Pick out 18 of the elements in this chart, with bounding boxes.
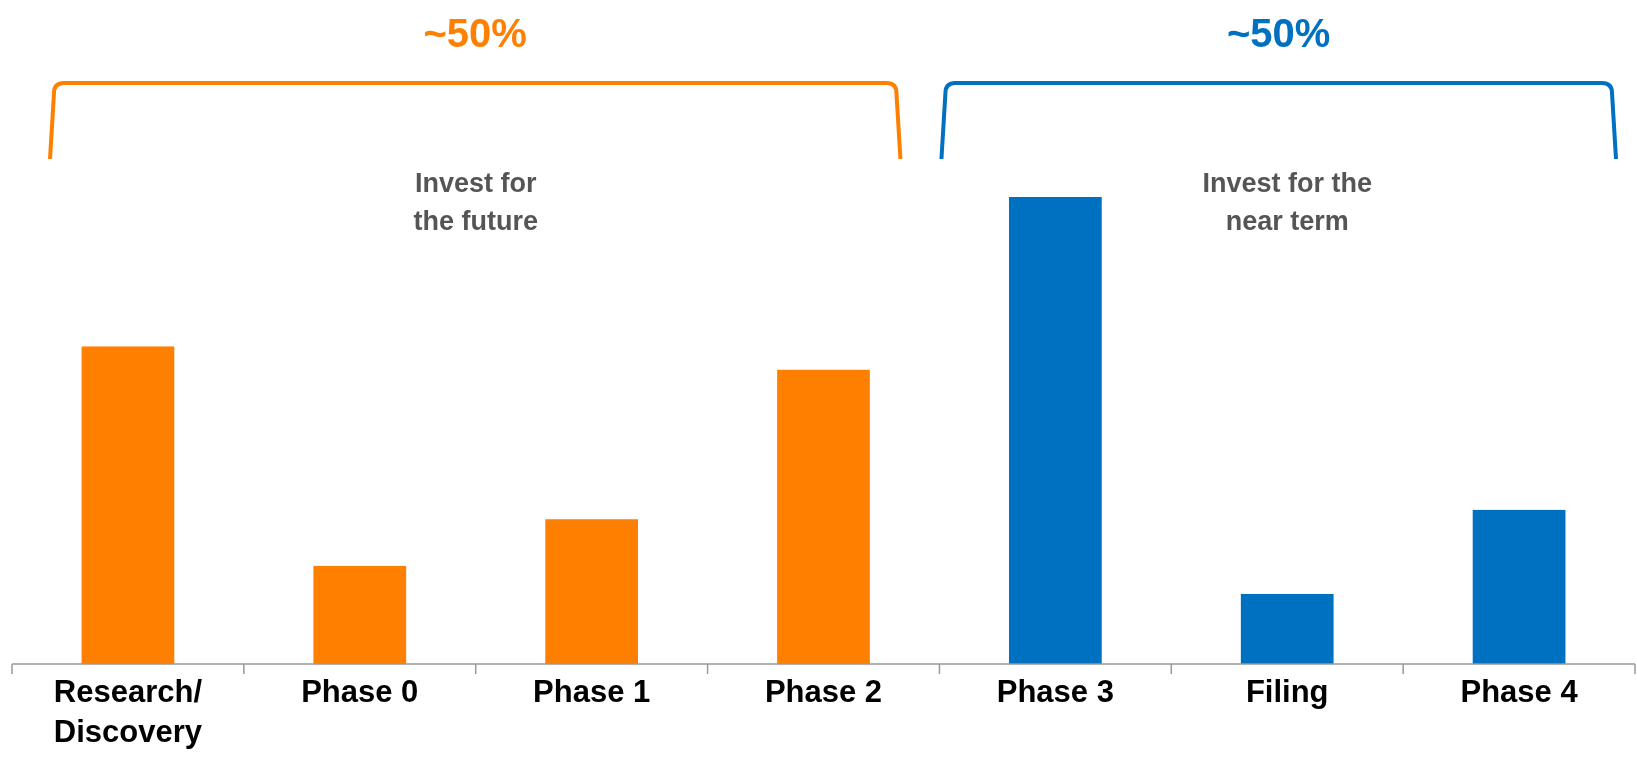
bar: [545, 519, 639, 664]
bar: [777, 369, 870, 664]
text: ~50%: [1227, 11, 1331, 55]
x-tick-label: Phase 0: [301, 674, 419, 709]
bar: [1008, 197, 1102, 664]
annotation: Invest for the future: [413, 168, 538, 236]
x-tick-label: Phase 2: [764, 674, 883, 709]
x-tick-label: Research/ Discovery: [53, 674, 203, 749]
x-tick-label: Filing: [1245, 674, 1329, 709]
bar: [1472, 509, 1566, 664]
annotation: Invest for the near term: [1202, 168, 1372, 236]
x-tick-label: Phase 3: [996, 674, 1114, 709]
text: ~50%: [423, 11, 527, 55]
x-tick-label: Phase 4: [1460, 674, 1579, 709]
x-tick-label: Phase 1: [533, 674, 651, 709]
bar: [81, 346, 175, 664]
bar: [1240, 593, 1334, 664]
bar: [313, 565, 407, 664]
